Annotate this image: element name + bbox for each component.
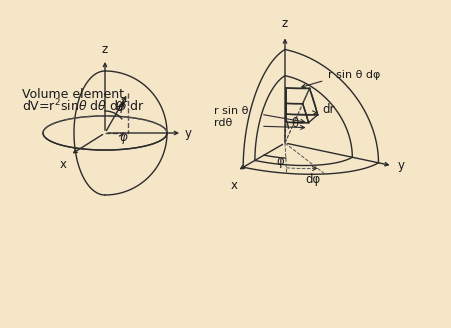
Text: x: x — [60, 158, 67, 171]
Text: r: r — [121, 98, 126, 111]
Text: r sin θ: r sin θ — [214, 106, 249, 116]
Text: θ: θ — [292, 117, 299, 130]
Text: θ: θ — [115, 101, 122, 114]
Text: Volume element: Volume element — [22, 88, 124, 101]
Text: dr: dr — [322, 103, 335, 116]
Text: z: z — [102, 43, 108, 56]
Text: dV=r$^2$sin$\theta$ d$\theta$ d$\phi$ dr: dV=r$^2$sin$\theta$ d$\theta$ d$\phi$ dr — [22, 97, 144, 117]
Text: y: y — [185, 127, 192, 139]
Text: rdθ: rdθ — [214, 118, 232, 128]
Text: y: y — [397, 159, 405, 172]
Text: r sin θ dφ: r sin θ dφ — [327, 71, 380, 80]
Text: φ: φ — [119, 131, 127, 144]
Text: x: x — [230, 179, 237, 192]
Text: φ: φ — [277, 155, 284, 168]
Text: dφ: dφ — [305, 173, 320, 186]
Text: z: z — [282, 17, 288, 31]
